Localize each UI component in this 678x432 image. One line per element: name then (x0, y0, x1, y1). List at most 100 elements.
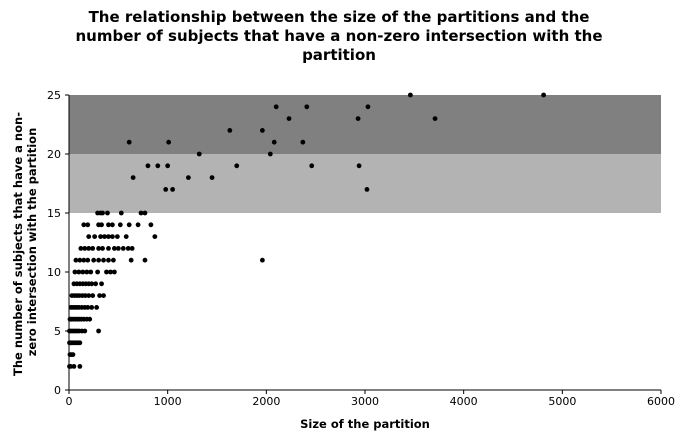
data-point-72 (77, 257, 83, 263)
data-point-50 (90, 293, 96, 298)
data-point-85 (86, 246, 92, 251)
data-point-64 (80, 269, 86, 275)
data-point-59 (89, 281, 95, 287)
data-point-68 (104, 269, 109, 275)
data-point-131 (166, 139, 172, 145)
data-point-107 (99, 222, 104, 228)
data-point-78 (106, 257, 111, 263)
y-axis-label: The number of subjects that have a non- … (11, 108, 39, 376)
data-point-90 (111, 246, 117, 251)
data-point-104 (81, 222, 87, 228)
data-point-49 (86, 293, 92, 298)
data-point-128 (130, 175, 136, 181)
y-axis-label-line-1: The number of subjects that have a non- (11, 112, 25, 376)
x-tick-label-1: 1000 (154, 395, 182, 408)
data-point-124 (170, 187, 176, 192)
data-point-123 (165, 163, 171, 169)
data-point-84 (82, 246, 88, 251)
data-point-13 (77, 340, 83, 346)
data-point-40 (85, 305, 91, 310)
data-point-118 (118, 210, 124, 216)
data-point-119 (138, 210, 144, 216)
data-point-22 (96, 328, 101, 334)
data-point-132 (196, 151, 202, 157)
y-tick-label-2: 10 (47, 266, 61, 279)
data-point-127 (185, 175, 191, 181)
data-point-116 (100, 210, 105, 216)
data-point-82 (259, 257, 265, 263)
data-point-62 (72, 269, 78, 275)
y-tick-label-5: 25 (47, 89, 61, 102)
data-point-80 (128, 257, 134, 263)
data-point-136 (271, 139, 277, 145)
data-point-86 (90, 246, 96, 251)
y-tick-label-4: 20 (47, 148, 61, 161)
data-point-32 (87, 316, 93, 322)
data-point-52 (101, 293, 106, 298)
data-point-81 (142, 257, 148, 263)
data-point-147 (432, 116, 438, 121)
data-point-137 (273, 104, 279, 110)
data-point-97 (98, 234, 103, 240)
data-point-87 (96, 246, 101, 251)
data-point-113 (148, 222, 154, 228)
data-point-143 (356, 163, 362, 169)
y-tick-label-0: 0 (54, 384, 61, 397)
data-point-111 (126, 222, 132, 228)
data-point-103 (152, 234, 158, 240)
points-layer (67, 92, 546, 369)
data-point-148 (541, 92, 546, 98)
data-point-133 (227, 127, 233, 133)
data-point-61 (99, 281, 104, 287)
data-point-142 (355, 116, 361, 121)
chart-title-line-2: number of subjects that have a non-zero … (75, 27, 603, 45)
data-point-89 (106, 246, 111, 251)
data-point-102 (123, 234, 129, 240)
data-point-66 (88, 269, 94, 275)
data-point-3 (77, 364, 83, 369)
data-point-121 (145, 163, 151, 169)
y-tick-label-3: 15 (47, 207, 61, 220)
x-tick-label-3: 3000 (351, 395, 379, 408)
data-point-95 (86, 234, 92, 240)
data-point-93 (125, 246, 131, 251)
y-tick-label-1: 5 (54, 325, 61, 338)
ticks-layer: 0 1000 2000 3000 4000 5000 6000 0 5 10 15 20 25 (47, 89, 675, 408)
data-point-60 (93, 281, 99, 287)
data-point-112 (135, 222, 141, 228)
data-point-76 (96, 257, 101, 263)
data-point-110 (117, 222, 123, 228)
x-tick-label-0: 0 (66, 395, 73, 408)
data-point-145 (365, 104, 371, 110)
data-point-91 (115, 246, 121, 251)
data-point-2 (71, 364, 77, 369)
data-point-65 (84, 269, 90, 275)
data-point-99 (106, 234, 111, 240)
data-point-122 (155, 163, 161, 169)
data-point-140 (304, 104, 310, 110)
bands-layer (69, 95, 661, 213)
data-point-83 (78, 246, 84, 251)
data-point-129 (163, 187, 169, 192)
data-point-77 (101, 257, 106, 263)
data-point-41 (89, 305, 95, 310)
data-point-79 (111, 257, 116, 263)
data-point-138 (286, 116, 292, 121)
data-point-117 (105, 210, 110, 216)
data-point-71 (73, 257, 79, 263)
data-point-135 (267, 151, 273, 157)
y-axis-label-line-2: zero intersection with the partition (25, 128, 39, 357)
data-point-139 (300, 139, 306, 145)
data-point-42 (94, 305, 100, 310)
data-point-105 (85, 222, 91, 228)
data-point-67 (95, 269, 101, 275)
data-point-96 (92, 234, 98, 240)
chart-title-line-3: partition (302, 46, 376, 64)
data-point-73 (81, 257, 87, 263)
data-point-6 (70, 352, 76, 357)
data-point-75 (91, 257, 97, 263)
data-point-101 (114, 234, 120, 240)
data-point-98 (102, 234, 107, 240)
x-tick-label-5: 5000 (548, 395, 576, 408)
